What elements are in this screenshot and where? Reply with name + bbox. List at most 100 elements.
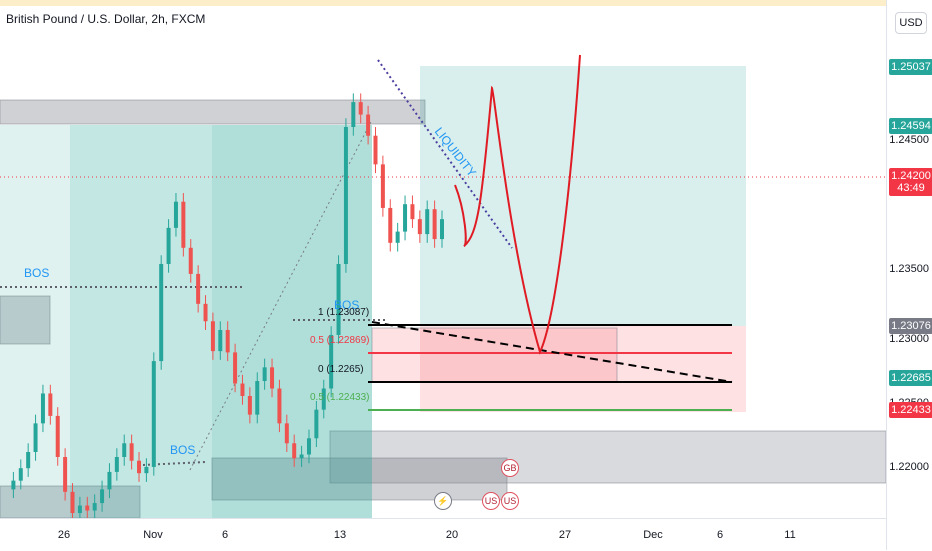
candle: [388, 207, 393, 243]
event-flag-gb[interactable]: GB: [501, 459, 519, 477]
candle: [166, 227, 171, 264]
time-label: 26: [57, 529, 71, 541]
candle: [358, 102, 363, 115]
candle: [218, 329, 223, 352]
time-label: Nov: [143, 529, 163, 541]
candle: [262, 367, 267, 382]
candle: [196, 273, 201, 304]
candle: [11, 480, 16, 490]
fib-label-0: 0 (1.2265): [318, 364, 364, 375]
candle: [129, 443, 134, 461]
candle: [255, 381, 260, 415]
range-box-3: [212, 125, 372, 518]
candle: [55, 415, 60, 457]
candle: [159, 263, 164, 362]
candle: [306, 438, 311, 455]
bos-label-3: BOS: [334, 298, 360, 312]
fib-label-ext: 0.5 (1.22433): [310, 392, 370, 403]
range-box-2: [70, 125, 372, 518]
candle: [351, 102, 356, 128]
candle: [292, 443, 297, 459]
long-stop-zone: [420, 326, 746, 412]
price-tag-fib0: 1.22685: [889, 370, 932, 386]
candles: [11, 93, 444, 518]
candle: [107, 471, 112, 490]
candle: [410, 204, 415, 220]
candle: [336, 263, 341, 335]
candle: [122, 443, 127, 457]
fib-label-1: 1 (1.23087): [318, 307, 370, 318]
price-axis[interactable]: USD 1.24500 1.23500 1.23000 1.22500 1.22…: [886, 0, 932, 550]
demand-zone-left: [0, 295, 51, 345]
price-label: 1.23500: [889, 263, 929, 275]
candle: [151, 361, 156, 467]
candle: [92, 503, 97, 511]
bos-label-2: BOS: [170, 443, 196, 457]
time-label: 13: [333, 529, 347, 541]
candle: [18, 468, 23, 481]
candle: [343, 127, 348, 264]
price-label: 1.22000: [889, 461, 929, 473]
candle: [70, 491, 75, 514]
price-tag-current: 1.24200 43:49: [889, 168, 932, 196]
candle: [233, 352, 238, 384]
candle: [417, 219, 422, 235]
time-label: 20: [445, 529, 459, 541]
event-dividend-icon[interactable]: ⚡: [434, 492, 452, 510]
candle: [373, 135, 378, 165]
candle: [100, 489, 105, 504]
candle: [425, 209, 430, 235]
candle: [395, 231, 400, 243]
current-price-value: 1.24200: [891, 170, 931, 182]
price-tag-stop: 1.22433: [889, 402, 932, 418]
chart-area[interactable]: [0, 0, 886, 518]
candle: [40, 393, 45, 424]
candle: [203, 303, 208, 322]
candle: [366, 114, 371, 136]
candle: [181, 201, 186, 248]
demand-zone-bottom-left: [0, 485, 141, 518]
fib-label-05: 0.5 (1.22869): [310, 335, 370, 346]
currency-button[interactable]: USD: [895, 12, 927, 34]
candle: [144, 466, 149, 474]
candle: [26, 452, 31, 469]
candle: [321, 388, 326, 410]
time-label: Dec: [643, 529, 663, 541]
demand-zone-bottom-right: [329, 430, 886, 484]
candle: [277, 388, 282, 424]
candle: [440, 219, 444, 240]
demand-zone-bottom-mid: [211, 457, 508, 501]
time-label: 6: [716, 529, 724, 541]
candle: [77, 505, 82, 514]
candle: [114, 456, 119, 472]
entry-box: [371, 327, 618, 383]
time-label: 6: [221, 529, 229, 541]
bos-label-1: BOS: [24, 266, 50, 280]
price-tag-high: 1.24594: [889, 118, 932, 134]
time-label: 27: [558, 529, 572, 541]
candle: [403, 204, 408, 232]
price-tag-entry: 1.23076: [889, 318, 932, 334]
candle: [240, 383, 245, 396]
candle: [33, 423, 38, 453]
time-axis[interactable]: 26 Nov 6 13 20 27 Dec 6 11: [0, 518, 886, 551]
event-flag-us-1[interactable]: US: [482, 492, 500, 510]
price-label: 1.23000: [889, 333, 929, 345]
candle: [225, 329, 230, 353]
event-flag-us-2[interactable]: US: [501, 492, 519, 510]
candle: [85, 505, 90, 511]
candle: [210, 321, 215, 352]
candle: [284, 423, 289, 444]
trend-line: [189, 119, 373, 471]
candle: [48, 393, 53, 416]
candle: [270, 367, 275, 389]
candle: [299, 454, 304, 459]
descending-dashed-line: [371, 321, 733, 383]
projection-path: [454, 54, 581, 355]
long-target-zone: [420, 66, 746, 326]
symbol-title: British Pound / U.S. Dollar, 2h, FXCM: [6, 12, 206, 26]
price-tag-target: 1.25037: [889, 59, 932, 75]
time-label: 11: [784, 529, 796, 541]
candle: [173, 201, 178, 228]
candle: [63, 456, 68, 492]
